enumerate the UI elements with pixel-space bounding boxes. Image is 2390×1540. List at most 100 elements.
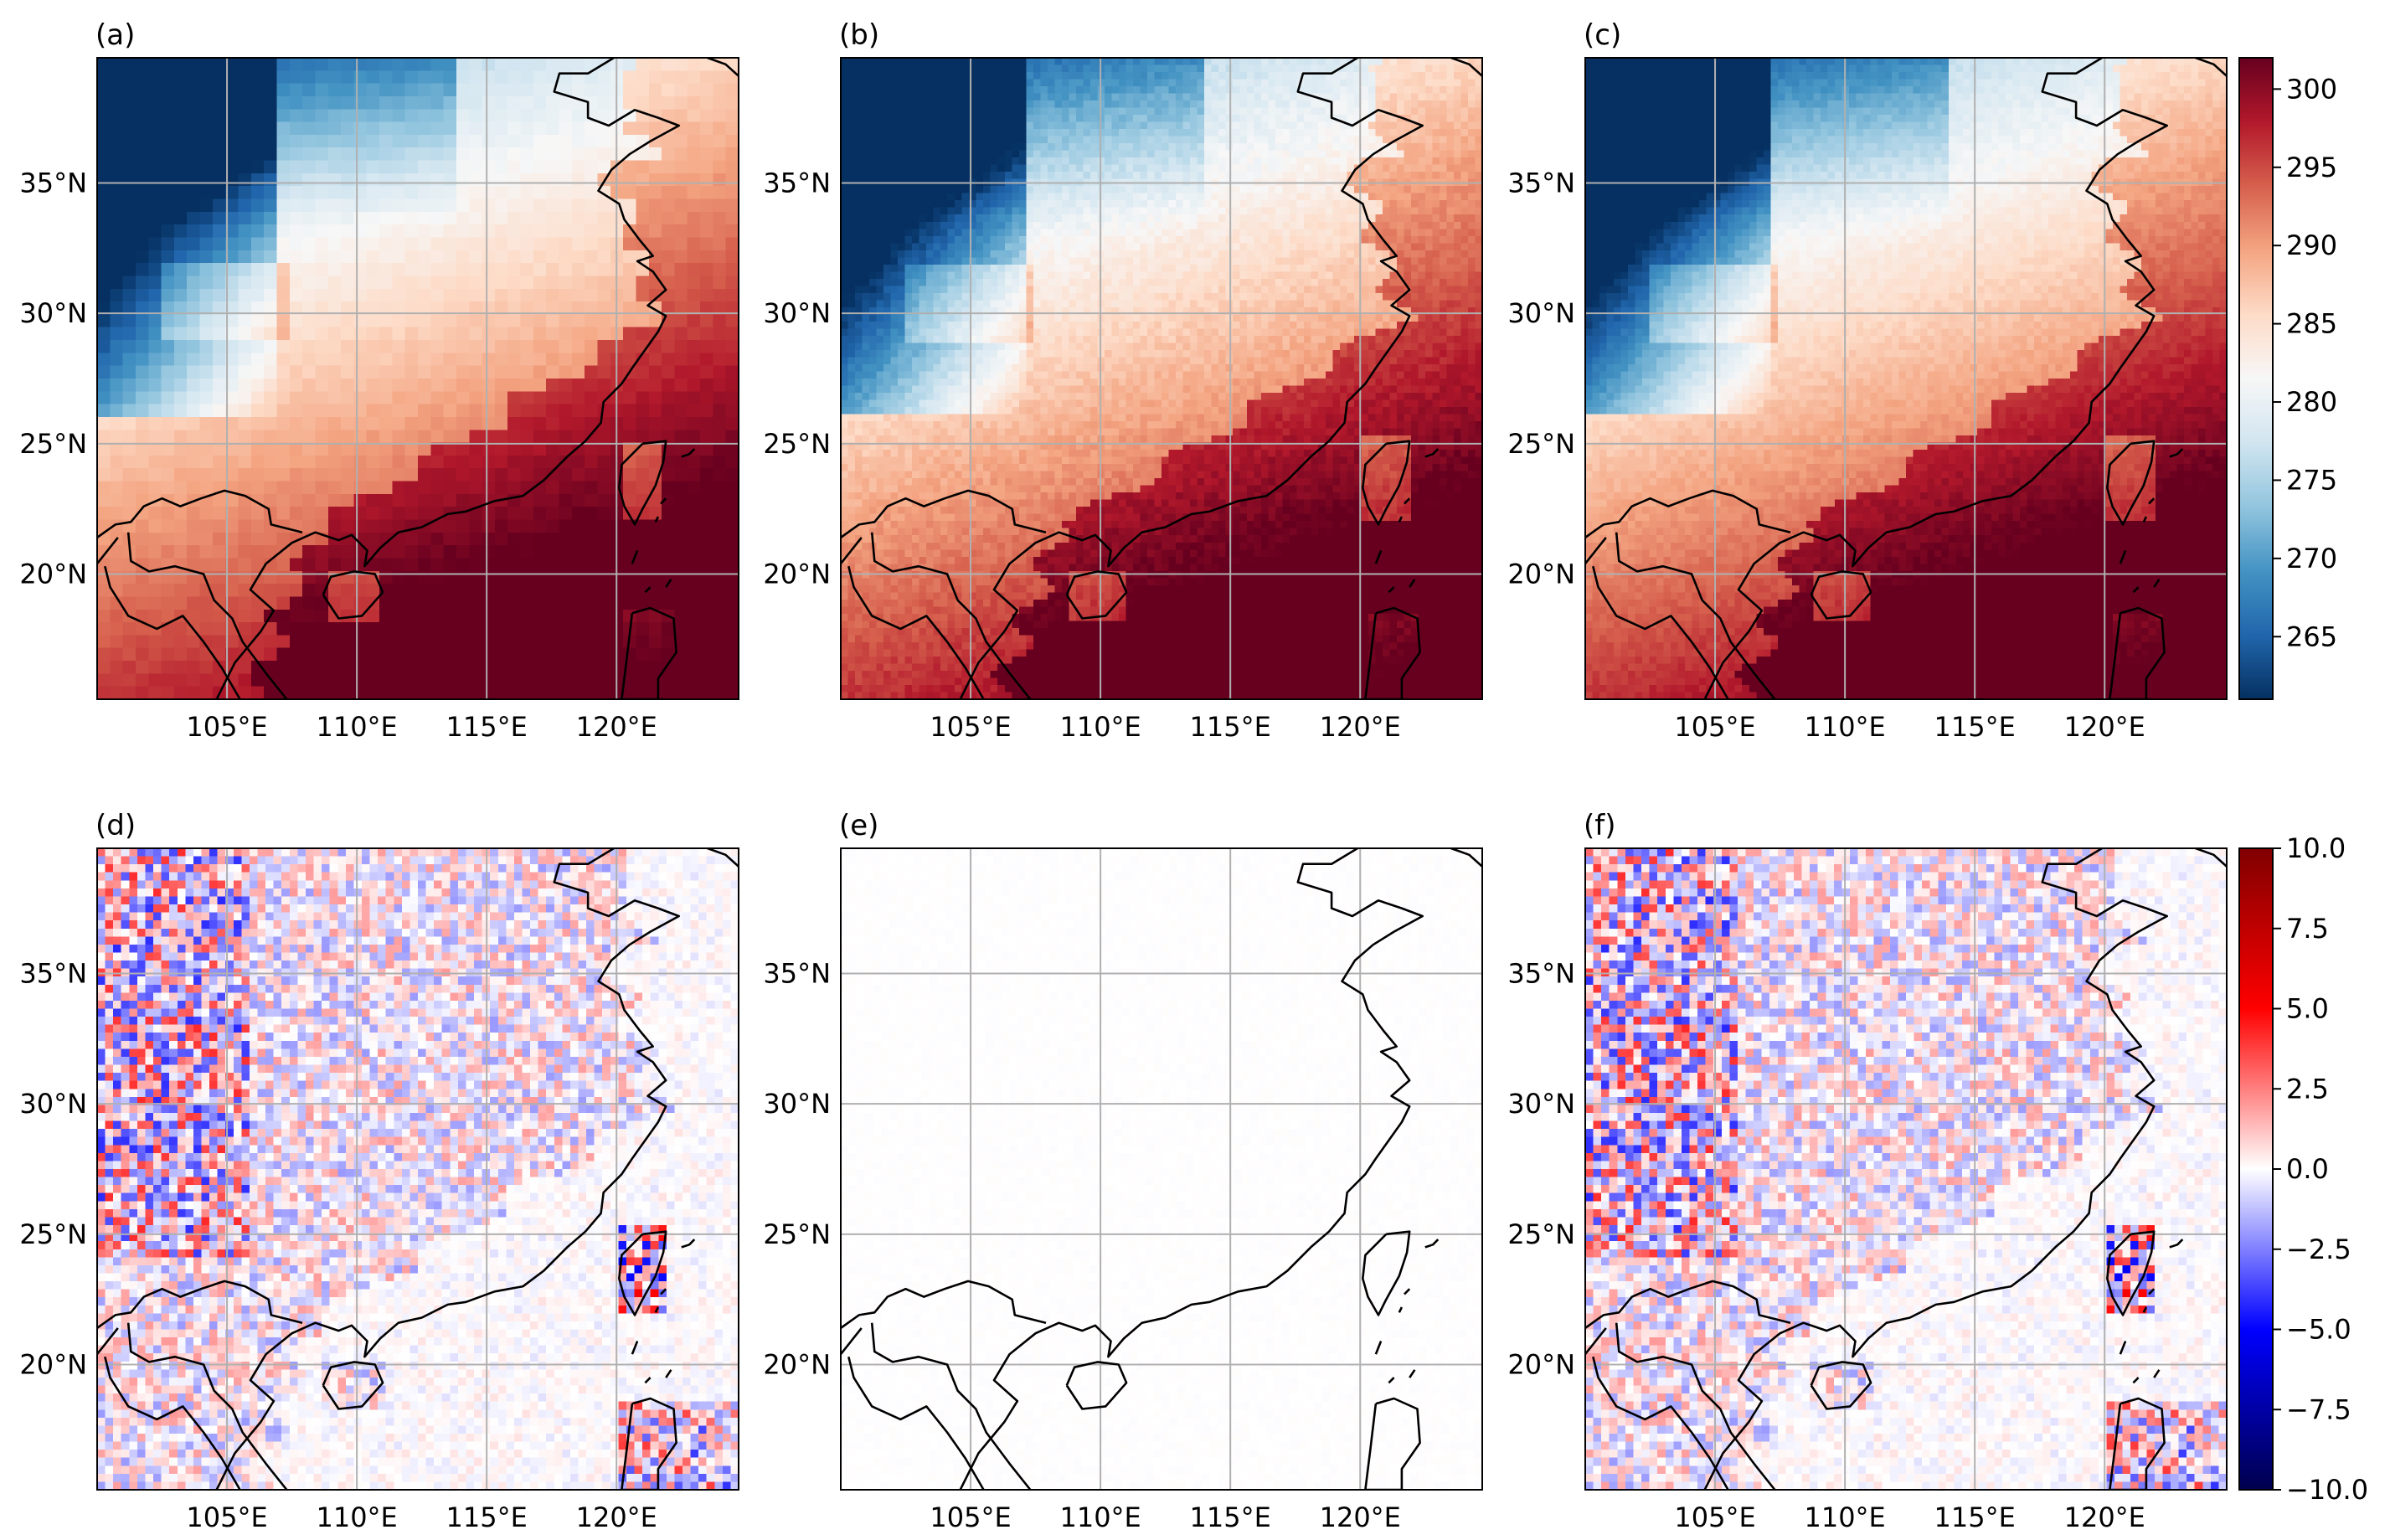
gridlines-d [97,848,739,1490]
colorbar-top-tick-label: 290 [2286,229,2337,261]
lat-tick-label: 20°N [763,1349,831,1381]
colorbar-bottom-bar [2238,847,2274,1491]
frame-b [840,57,1483,700]
lat-tick-label: 35°N [1507,167,1575,198]
lat-tick-label: 20°N [763,559,831,590]
lon-tick-label: 120°E [1320,1501,1401,1533]
lon-tick-label: 110°E [316,711,397,743]
lon-tick-label: 110°E [316,1501,397,1533]
lat-tick-label: 35°N [19,167,87,198]
colorbar-bottom-tick-label: −5.0 [2286,1314,2351,1346]
lon-tick-label: 115°E [1934,1501,2016,1533]
lon-tick-label: 115°E [1934,711,2016,743]
colorbar-top-tick-label: 280 [2286,386,2337,418]
lon-tick-label: 120°E [2064,1501,2145,1533]
lat-tick-label: 30°N [1507,1088,1575,1120]
lon-tick-label: 105°E [186,1501,267,1533]
coastline-f [1585,848,2227,1490]
frame-f [1584,847,2228,1491]
colorbar-bottom-tick-label: −7.5 [2286,1393,2351,1425]
field-d [97,848,739,1490]
lat-tick-label: 25°N [19,1218,87,1250]
lat-tick-label: 20°N [19,559,87,590]
lon-tick-label: 110°E [1059,1501,1141,1533]
field-b [841,58,1482,699]
panel-label-f: (f) [1584,809,1616,842]
lon-tick-label: 115°E [1190,711,1271,743]
gridlines-c [1585,58,2227,699]
coastline-e [841,848,1482,1490]
gridlines-e [841,848,1482,1490]
colorbar-top-tick-label: 270 [2286,543,2337,574]
lon-tick-label: 120°E [576,711,657,743]
frame-d [96,847,739,1491]
panel-e: (e) 105°E 110°E 115°E 120°E 20°N 25°N 30°N 35°N [763,809,1483,1533]
colorbar-top-tick-label: 285 [2286,308,2337,340]
panel-c: (c) 105°E 110°E 115°E 120°E 20°N 25°N 30°N 35°N [1507,18,2228,743]
lon-tick-label: 110°E [1804,1501,1885,1533]
lon-tick-label: 110°E [1804,711,1885,743]
coastline-d [97,848,739,1490]
gridlines-b [841,58,1482,699]
frame-c [1584,57,2228,700]
lon-tick-label: 120°E [2064,711,2145,743]
lat-tick-label: 25°N [1507,428,1575,460]
panel-label-a: (a) [95,18,135,52]
colorbar-top-tick-label: 275 [2286,464,2337,496]
lat-tick-label: 25°N [763,1218,831,1250]
colorbar-top-tick-label: 265 [2286,621,2337,652]
panel-label-e: (e) [839,809,878,842]
lat-tick-label: 35°N [763,167,831,198]
colorbar-bottom-tick-label: −10.0 [2286,1474,2368,1506]
lat-tick-label: 30°N [1507,297,1575,329]
field-f [1585,848,2227,1490]
lat-tick-label: 20°N [19,1349,87,1381]
panel-label-d: (d) [95,809,136,842]
lat-tick-label: 20°N [1507,559,1575,590]
lon-tick-label: 110°E [1059,711,1141,743]
colorbar-top-tick-label: 300 [2286,73,2337,105]
lat-tick-label: 30°N [19,297,87,329]
lat-tick-label: 30°N [763,1088,831,1120]
panel-a: (a) 105°E 110°E 115°E 120°E 20°N 25°N 30°N 35°N [19,18,739,743]
colorbar-top-tick-label: 295 [2286,152,2337,183]
frame-a [96,57,739,700]
lon-tick-label: 115°E [1190,1501,1271,1533]
lat-tick-label: 25°N [19,428,87,460]
panel-label-b: (b) [839,18,879,52]
lon-tick-label: 105°E [1674,1501,1755,1533]
colorbar-bottom-tick-label: 7.5 [2286,913,2329,945]
lon-tick-label: 115°E [446,711,528,743]
frame-e [840,847,1483,1491]
colorbar-bottom-tick-label: 0.0 [2286,1153,2329,1185]
field-a [97,58,739,699]
coastline-c [1585,58,2227,699]
colorbar-bottom-tick-label: 5.0 [2286,993,2329,1025]
panel-d: (d) 105°E 110°E 115°E 120°E 20°N 25°N 30°N 35°N [19,809,739,1533]
lat-tick-label: 30°N [763,297,831,329]
lat-tick-label: 25°N [1507,1218,1575,1250]
colorbar-top-bar [2238,57,2274,700]
colorbar-bottom-tick-label: 10.0 [2286,832,2346,864]
lon-tick-label: 105°E [930,1501,1011,1533]
field-e [841,848,1482,1490]
lat-tick-label: 20°N [1507,1349,1575,1381]
lon-tick-label: 115°E [446,1501,528,1533]
lon-tick-label: 105°E [1674,711,1755,743]
field-c [1585,58,2227,699]
lat-tick-label: 35°N [19,957,87,989]
lon-tick-label: 105°E [930,711,1011,743]
colorbar-bottom-tick-label: −2.5 [2286,1234,2351,1265]
colorbar-bottom-tick-label: 2.5 [2286,1073,2329,1105]
panel-b: (b) 105°E 110°E 115°E 120°E 20°N 25°N 30°N 35°N [763,18,1483,743]
lon-tick-label: 105°E [186,711,267,743]
lon-tick-label: 120°E [576,1501,657,1533]
coastline-a [97,58,739,699]
lat-tick-label: 35°N [763,957,831,989]
lat-tick-label: 35°N [1507,957,1575,989]
lat-tick-label: 30°N [19,1088,87,1120]
lat-tick-label: 25°N [763,428,831,460]
coastline-b [841,58,1482,699]
panel-label-c: (c) [1584,18,1621,52]
